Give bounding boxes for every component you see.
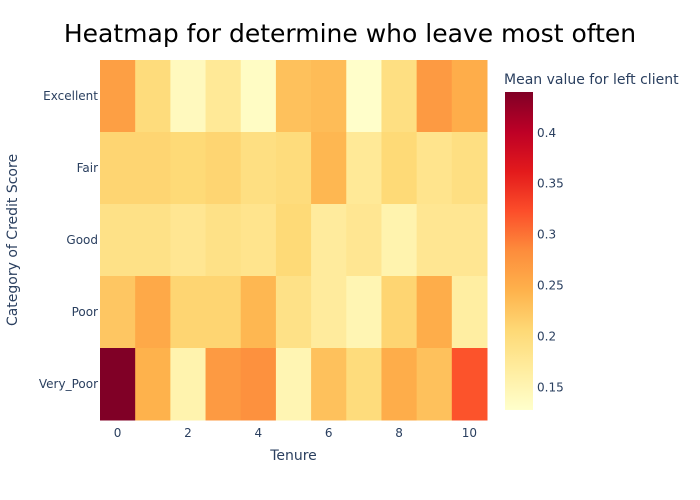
y-axis-title: Category of Credit Score	[5, 154, 21, 326]
heatmap-cell	[416, 60, 453, 133]
heatmap-cells	[100, 60, 488, 421]
y-tick-label: Good	[66, 233, 98, 247]
heatmap-cell	[275, 132, 312, 205]
heatmap-cell	[275, 60, 312, 133]
colorbar	[505, 92, 533, 410]
x-axis-title: Tenure	[269, 448, 317, 464]
colorbar-tick-label: 0.15	[537, 381, 564, 395]
heatmap-cell	[346, 276, 382, 349]
heatmap-cell	[240, 276, 277, 349]
heatmap-cell	[381, 204, 418, 277]
heatmap-cell	[170, 60, 207, 133]
heatmap-cell	[381, 348, 418, 421]
heatmap-cell	[170, 276, 207, 349]
heatmap-cell	[205, 60, 242, 133]
heatmap-cell	[205, 276, 242, 349]
heatmap-cell	[381, 276, 418, 349]
heatmap-cell	[240, 132, 277, 205]
heatmap-cell	[451, 60, 488, 133]
heatmap-cell	[311, 60, 347, 133]
heatmap-cell	[240, 204, 277, 277]
colorbar-tick-label: 0.35	[537, 177, 564, 191]
heatmap-cell	[346, 132, 382, 205]
heatmap-cell	[100, 348, 136, 421]
x-tick-label: 6	[325, 426, 333, 440]
y-tick-label: Excellent	[43, 89, 98, 103]
heatmap-cell	[135, 276, 171, 349]
x-tick-label: 10	[462, 426, 477, 440]
heatmap-cell	[416, 276, 453, 349]
heatmap-cell	[170, 132, 207, 205]
heatmap-cell	[100, 276, 136, 349]
heatmap-cell	[346, 60, 382, 133]
heatmap-cell	[275, 348, 312, 421]
y-axis-ticks: Excellent Fair Good Poor Very_Poor	[39, 89, 98, 391]
colorbar-tick-label: 0.4	[537, 126, 556, 140]
y-tick-label: Fair	[77, 161, 98, 175]
heatmap-cell	[416, 348, 453, 421]
colorbar-title: Mean value for left client	[504, 72, 679, 88]
x-axis-ticks: 0 2 4 6 8 10	[114, 426, 477, 440]
chart-title: Heatmap for determine who leave most oft…	[64, 19, 636, 48]
heatmap-cell	[451, 132, 488, 205]
heatmap-cell	[240, 348, 277, 421]
heatmap-cell	[311, 348, 347, 421]
heatmap-cell	[170, 204, 207, 277]
heatmap-cell	[275, 276, 312, 349]
heatmap-cell	[205, 204, 242, 277]
heatmap-cell	[100, 132, 136, 205]
colorbar-ticks: 0.15 0.2 0.25 0.3 0.35 0.4	[537, 126, 564, 395]
colorbar-tick-label: 0.25	[537, 279, 564, 293]
heatmap-cell	[170, 348, 207, 421]
heatmap-cell	[381, 60, 418, 133]
heatmap-cell	[311, 276, 347, 349]
heatmap-cell	[311, 204, 347, 277]
heatmap-cell	[240, 60, 277, 133]
heatmap-cell	[381, 132, 418, 205]
heatmap-cell	[311, 132, 347, 205]
x-tick-label: 0	[114, 426, 122, 440]
heatmap-cell	[135, 60, 171, 133]
heatmap-cell	[416, 204, 453, 277]
heatmap-cell	[451, 276, 488, 349]
x-tick-label: 2	[184, 426, 192, 440]
colorbar-tick-label: 0.2	[537, 330, 556, 344]
heatmap-cell	[346, 204, 382, 277]
heatmap-cell	[135, 204, 171, 277]
heatmap-cell	[416, 132, 453, 205]
heatmap-cell	[135, 132, 171, 205]
heatmap-cell	[275, 204, 312, 277]
heatmap-cell	[205, 348, 242, 421]
colorbar-tick-label: 0.3	[537, 228, 556, 242]
x-tick-label: 4	[254, 426, 262, 440]
y-tick-label: Poor	[72, 305, 98, 319]
x-tick-label: 8	[395, 426, 403, 440]
heatmap-cell	[100, 204, 136, 277]
heatmap-cell	[135, 348, 171, 421]
heatmap-cell	[346, 348, 382, 421]
y-tick-label: Very_Poor	[39, 377, 98, 391]
heatmap-cell	[451, 204, 488, 277]
heatmap-cell	[100, 60, 136, 133]
heatmap-cell	[205, 132, 242, 205]
heatmap-cell	[451, 348, 488, 421]
